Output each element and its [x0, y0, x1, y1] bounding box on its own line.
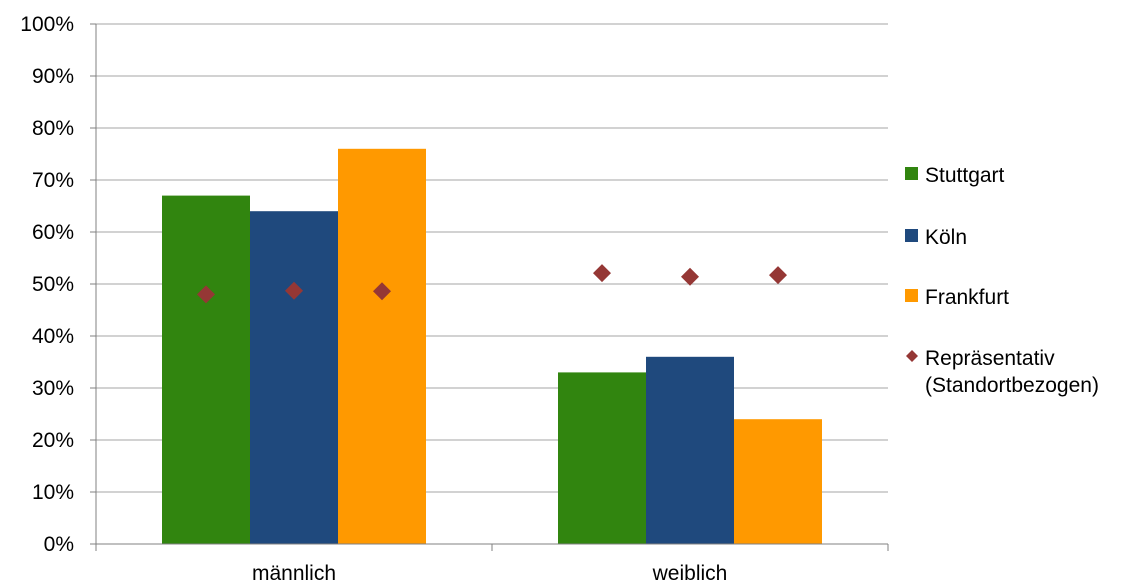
x-category-label: männlich: [252, 562, 336, 585]
legend-label: Repräsentativ (Standortbezogen): [925, 347, 1099, 397]
legend-label: Stuttgart: [925, 164, 1005, 187]
data-point-marker: [285, 281, 303, 300]
x-axis-category-labels: männlich weiblich: [252, 562, 727, 585]
bar: [250, 211, 338, 544]
axes: [95, 24, 889, 551]
bar: [646, 356, 734, 544]
bar: [338, 148, 426, 545]
legend-label-line: Stuttgart: [925, 164, 1005, 187]
legend-label-line: (Standortbezogen): [925, 374, 1099, 397]
y-tick-label: 0%: [44, 533, 74, 556]
legend-label-line: Köln: [925, 226, 967, 249]
y-tick-label: 100%: [20, 13, 74, 36]
bar: [734, 419, 822, 544]
y-tick-label: 80%: [32, 117, 74, 140]
legend-swatch: [905, 289, 918, 302]
legend-swatch: [905, 229, 918, 242]
y-tick-label: 70%: [32, 169, 74, 192]
x-category-label: weiblich: [652, 562, 728, 585]
data-point-marker: [593, 264, 611, 283]
legend-marker: [906, 350, 918, 362]
y-tick-label: 20%: [32, 429, 74, 452]
y-tick-label: 40%: [32, 325, 74, 348]
y-tick-label: 50%: [32, 273, 74, 296]
legend-swatch: [905, 167, 918, 180]
data-point-marker: [373, 282, 391, 301]
bar: [558, 372, 646, 544]
y-axis-tick-labels: 0% 10% 20% 30% 40% 50% 60% 70% 80% 90% 100%: [20, 13, 96, 556]
markers: [197, 264, 787, 304]
legend: Stuttgart Köln Frankfurt Repräsentativ (Stan…: [905, 164, 1099, 397]
legend-label-line: Repräsentativ: [925, 347, 1055, 370]
y-tick-label: 10%: [32, 481, 74, 504]
data-point-marker: [197, 285, 215, 304]
data-point-marker: [681, 267, 699, 286]
legend-label: Köln: [925, 226, 967, 249]
data-point-marker: [769, 266, 787, 285]
legend-label-line: Frankfurt: [925, 286, 1009, 309]
y-tick-label: 90%: [32, 65, 74, 88]
bars: [162, 148, 822, 545]
y-tick-label: 60%: [32, 221, 74, 244]
bar: [162, 195, 250, 544]
legend-label: Frankfurt: [925, 286, 1009, 309]
y-tick-label: 30%: [32, 377, 74, 400]
